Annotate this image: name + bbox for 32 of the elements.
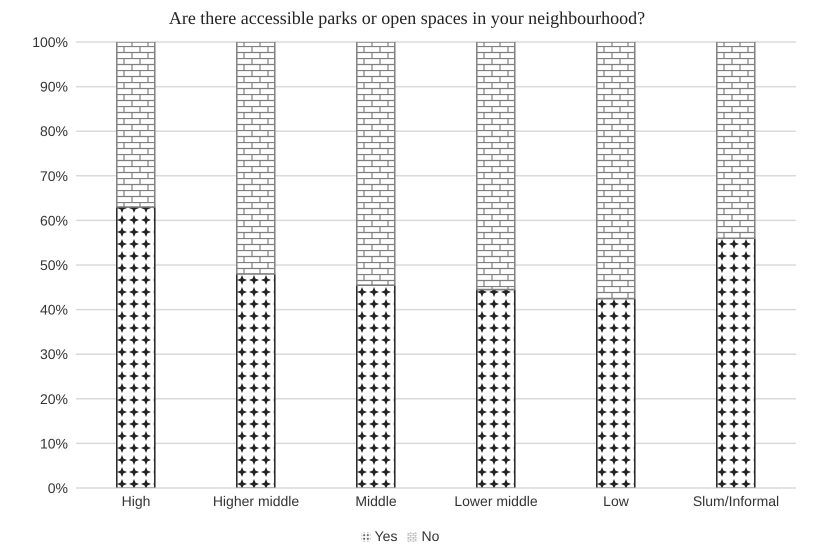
bar — [596, 298, 636, 488]
y-tick-label: 50% — [40, 256, 68, 273]
y-tick-label: 10% — [40, 435, 68, 452]
bar — [716, 42, 756, 239]
bar — [356, 42, 396, 286]
x-tick-label: Middle — [355, 492, 397, 509]
x-tick-label: Higher middle — [212, 492, 300, 509]
bar — [116, 206, 156, 488]
x-tick-label: Lower middle — [454, 492, 538, 509]
bar — [236, 273, 276, 488]
bar — [476, 288, 516, 488]
bar — [476, 42, 516, 290]
y-tick-label: 90% — [40, 78, 68, 95]
bar — [596, 42, 636, 300]
y-tick-label: 30% — [40, 346, 68, 362]
y-tick-label: 40% — [40, 302, 68, 318]
bar — [116, 42, 156, 208]
bar — [236, 42, 276, 275]
legend-label: Yes — [374, 528, 398, 544]
y-tick-label: 60% — [40, 212, 68, 228]
chart-title: Are there accessible parks or open spaces in your neighbourhood? — [168, 8, 646, 30]
x-tick-label: High — [122, 492, 150, 509]
x-tick-label: Slum/Informal — [692, 492, 780, 509]
x-tick-label: Low — [603, 492, 630, 509]
bar — [356, 284, 396, 488]
bar — [716, 237, 756, 488]
y-tick-label: 0% — [48, 480, 68, 496]
y-tick-label: 20% — [40, 390, 68, 407]
y-tick-label: 80% — [40, 123, 68, 140]
legend-label: No — [421, 528, 440, 544]
y-tick-label: 100% — [32, 34, 68, 50]
y-tick-label: 70% — [40, 168, 68, 184]
